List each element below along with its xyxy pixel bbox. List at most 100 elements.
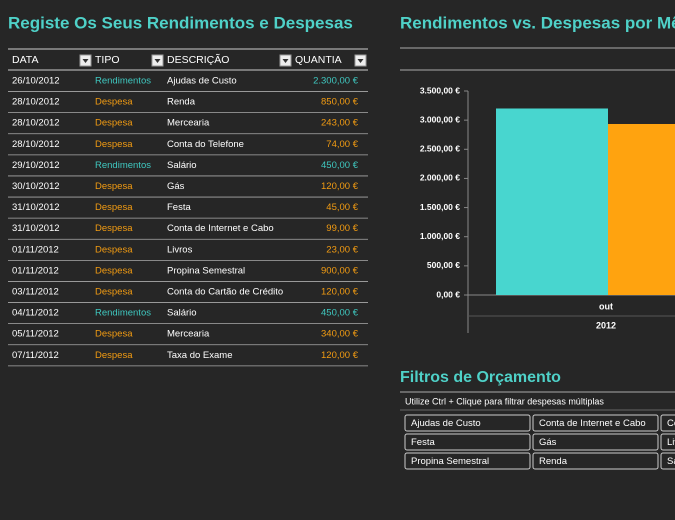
cell-description: Propina Semestral — [167, 265, 245, 276]
cell-type: Rendimentos — [95, 160, 151, 171]
cell-date: 28/10/2012 — [12, 139, 60, 150]
filters-title: Filtros de Orçamento — [400, 369, 561, 386]
cell-date: 05/11/2012 — [12, 329, 59, 340]
filter-button-label[interactable]: Propina Semestral — [411, 456, 489, 467]
bar — [496, 108, 608, 295]
filter-button[interactable] — [532, 414, 659, 432]
cell-date: 29/10/2012 — [12, 160, 60, 171]
cell-amount: 900,00 € — [321, 265, 359, 276]
dropdown-arrow — [282, 59, 289, 63]
cell-date: 03/11/2012 — [12, 287, 59, 298]
cell-type: Despesa — [95, 265, 133, 276]
filters-hint: Utilize Ctrl + Clique para filtrar despe… — [405, 396, 604, 406]
x-group-label: 2012 — [596, 320, 616, 330]
column-header: QUANTIA — [295, 54, 342, 66]
dropdown-arrow — [357, 59, 364, 63]
cell-amount: 850,00 € — [321, 97, 359, 108]
column-header: DESCRIÇÃO — [167, 53, 229, 66]
cell-type: Despesa — [95, 118, 133, 129]
bar — [608, 123, 675, 295]
cell-date: 31/10/2012 — [12, 223, 60, 234]
y-tick-label: 3.500,00 € — [420, 85, 460, 95]
cell-amount: 243,00 € — [321, 118, 359, 129]
cell-amount: 99,00 € — [326, 223, 358, 234]
cell-date: 28/10/2012 — [12, 97, 60, 108]
filter-button[interactable] — [404, 414, 531, 432]
cell-amount: 74,00 € — [326, 139, 358, 150]
filter-button[interactable] — [404, 433, 531, 451]
filter-button-label[interactable]: Ajudas de Custo — [411, 418, 481, 429]
cell-date: 01/11/2012 — [12, 244, 59, 255]
cell-description: Salário — [167, 308, 197, 319]
cell-date: 04/11/2012 — [12, 308, 59, 319]
x-tick-label: out — [599, 301, 613, 311]
cell-type: Rendimentos — [95, 76, 151, 87]
cell-type: Despesa — [95, 244, 133, 255]
y-tick-label: 1.500,00 € — [420, 202, 460, 212]
y-tick-label: 2.000,00 € — [420, 173, 460, 183]
cell-type: Despesa — [95, 181, 133, 192]
cell-description: Mercearia — [167, 118, 210, 129]
cell-amount: 450,00 € — [321, 160, 359, 171]
filter-button[interactable] — [660, 433, 675, 451]
cell-type: Despesa — [95, 139, 133, 150]
filter-button[interactable] — [532, 433, 659, 451]
y-tick-label: 3.000,00 € — [420, 114, 460, 124]
cell-amount: 120,00 € — [321, 287, 359, 298]
y-tick-label: 2.500,00 € — [420, 144, 460, 154]
cell-date: 31/10/2012 — [12, 202, 60, 213]
y-tick-label: 1.000,00 € — [420, 231, 460, 241]
cell-amount: 2.300,00 € — [313, 76, 359, 87]
cell-amount: 45,00 € — [326, 202, 358, 213]
cell-type: Despesa — [95, 223, 133, 234]
chart-title: Rendimentos vs. Despesas por Mês — [400, 13, 675, 32]
cell-type: Rendimentos — [95, 308, 151, 319]
cell-description: Livros — [167, 244, 193, 255]
cell-description: Conta do Telefone — [167, 139, 244, 150]
cell-description: Gás — [167, 181, 185, 192]
filter-button-label[interactable]: Festa — [411, 437, 435, 448]
cell-type: Despesa — [95, 329, 133, 340]
cell-type: Despesa — [95, 287, 133, 298]
cell-type: Despesa — [95, 97, 133, 108]
cell-description: Mercearia — [167, 329, 210, 340]
cell-type: Despesa — [95, 202, 133, 213]
filter-button[interactable] — [404, 452, 531, 470]
cell-description: Conta de Internet e Cabo — [167, 223, 274, 234]
filter-button-label[interactable]: Livros — [667, 437, 675, 448]
filter-button-label[interactable]: Salário — [667, 456, 675, 467]
cell-date: 01/11/2012 — [12, 265, 59, 276]
dropdown-arrow — [82, 59, 89, 63]
cell-amount: 120,00 € — [321, 181, 359, 192]
cell-description: Taxa do Exame — [167, 350, 232, 361]
cell-description: Conta do Cartão de Crédito — [167, 287, 283, 298]
filter-button-label[interactable]: Renda — [539, 456, 568, 467]
cell-type: Despesa — [95, 350, 133, 361]
cell-date: 07/11/2012 — [12, 350, 59, 361]
cell-date: 26/10/2012 — [12, 76, 60, 87]
filter-button[interactable] — [660, 452, 675, 470]
filter-button-label[interactable]: Conta do Cartão de Crédito — [667, 418, 675, 429]
table-title: Registe Os Seus Rendimentos e Despesas — [8, 13, 353, 32]
cell-date: 30/10/2012 — [12, 181, 60, 192]
dropdown-arrow — [154, 59, 161, 63]
cell-description: Festa — [167, 202, 191, 213]
cell-description: Renda — [167, 97, 196, 108]
cell-description: Salário — [167, 160, 197, 171]
column-header: TIPO — [95, 54, 120, 66]
cell-date: 28/10/2012 — [12, 118, 60, 129]
y-tick-label: 0,00 € — [436, 289, 460, 299]
cell-amount: 450,00 € — [321, 308, 359, 319]
filter-button[interactable] — [532, 452, 659, 470]
column-header: DATA — [12, 54, 38, 66]
filter-button-label[interactable]: Gás — [539, 437, 557, 448]
filter-button[interactable] — [660, 414, 675, 432]
cell-amount: 340,00 € — [321, 329, 359, 340]
cell-amount: 120,00 € — [321, 350, 359, 361]
cell-description: Ajudas de Custo — [167, 76, 237, 87]
filter-button-label[interactable]: Conta de Internet e Cabo — [539, 418, 646, 429]
cell-amount: 23,00 € — [326, 244, 358, 255]
y-tick-label: 500,00 € — [427, 260, 460, 270]
